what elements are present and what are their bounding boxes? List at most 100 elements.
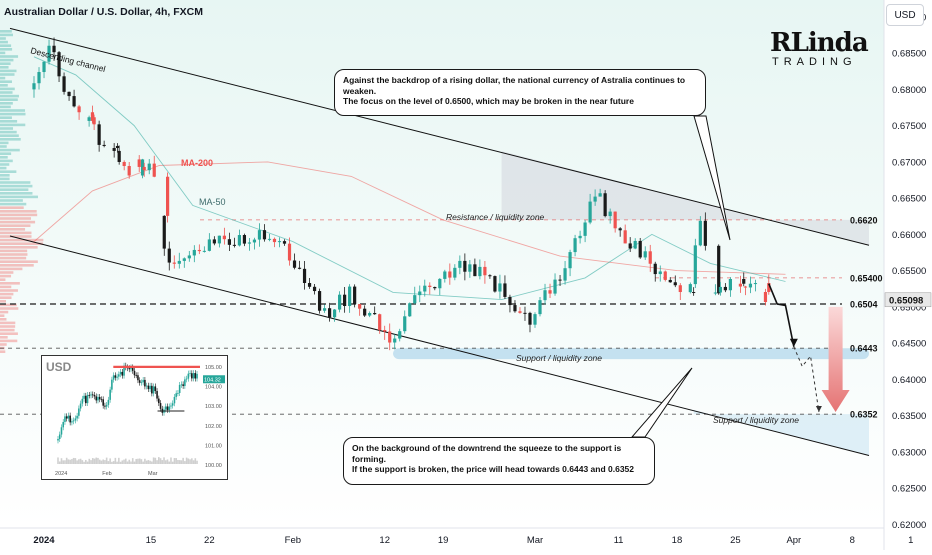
inset-volume-bar	[168, 461, 171, 464]
candle-body	[488, 275, 492, 277]
inset-volume-bar	[97, 457, 99, 464]
inset-volume-bar	[156, 460, 158, 464]
inset-candle-body	[114, 375, 117, 378]
candle-body	[232, 244, 236, 246]
current-price-badge	[884, 292, 932, 308]
candle-body	[152, 163, 156, 177]
inset-volume-bar	[112, 461, 115, 464]
inset-candle-body	[149, 385, 151, 390]
inset-volume-bar	[121, 460, 124, 464]
inset-volume-bar	[72, 457, 75, 464]
currency-button[interactable]: USD	[886, 4, 924, 26]
support-zone-upper	[393, 348, 869, 360]
inset-candle-body	[102, 399, 104, 406]
inset-candle-body	[166, 406, 169, 410]
inset-candle-body	[97, 396, 99, 401]
time-axis-background	[0, 528, 884, 550]
candle-body	[338, 294, 342, 310]
volume-profile-bar	[0, 120, 18, 123]
volume-profile-bar	[0, 159, 13, 163]
inset-candle-body	[177, 393, 179, 394]
inset-volume-bar	[164, 460, 167, 464]
inset-volume-bar	[90, 460, 92, 464]
candle-body	[287, 243, 292, 261]
candle-body	[333, 309, 337, 318]
volume-profile-bar	[0, 177, 10, 181]
inset-volume-bar	[191, 458, 193, 464]
support-zone-lower-label: Support / liquidity zone	[713, 415, 799, 425]
candle-body	[202, 250, 206, 252]
volume-profile-bar	[0, 328, 15, 332]
inset-candle-body	[130, 367, 132, 370]
inset-candle-body	[60, 427, 63, 435]
inset-volume-bar	[178, 460, 181, 464]
candle-body	[272, 238, 277, 243]
volume-profile-bar	[0, 30, 12, 33]
volume-profile-bar	[0, 217, 31, 220]
volume-profile-bar	[0, 350, 6, 353]
inset-volume-bar	[76, 460, 78, 464]
candle-body	[353, 286, 357, 305]
inset-candle-body	[71, 421, 73, 423]
inset-volume-bar	[185, 457, 188, 464]
candle-body	[127, 166, 131, 176]
candle-body	[217, 235, 221, 244]
volume-profile-bar	[0, 267, 23, 271]
inset-y-tick: 102.00	[205, 424, 222, 430]
inset-candle-body	[142, 379, 144, 383]
candle-body	[658, 271, 662, 275]
inset-volume-bar	[116, 461, 118, 464]
inset-candle-body	[185, 378, 188, 380]
inset-candle-body	[78, 408, 80, 416]
x-tick-label: 18	[672, 535, 683, 546]
volume-profile-bar	[0, 102, 13, 105]
inset-volume-bar	[187, 458, 190, 464]
candle-body	[508, 296, 512, 306]
candle-body	[237, 235, 242, 246]
inset-volume-bar	[58, 461, 61, 464]
volume-profile-bar	[0, 300, 7, 303]
inset-candle-body	[133, 370, 136, 376]
level-label-0.6352: 0.6352	[850, 410, 878, 420]
inset-volume-bar	[67, 459, 70, 464]
x-tick-label: 25	[730, 535, 741, 546]
candle-body	[588, 201, 592, 223]
x-tick-label: 12	[379, 535, 390, 546]
inset-volume-bar	[79, 458, 82, 464]
ma200-label: MA-200	[181, 158, 213, 168]
inset-candle-body	[138, 380, 141, 383]
ma50-label: MA-50	[199, 197, 226, 207]
annotation-top: Against the backdrop of a rising dollar,…	[334, 69, 706, 116]
volume-profile-bar	[0, 278, 6, 281]
inset-x-tick: 2024	[55, 471, 67, 477]
inset-candle-body	[144, 379, 146, 387]
moving-average-ma-50	[33, 56, 786, 301]
candle-body	[478, 266, 482, 277]
inset-volume-bar	[109, 458, 111, 464]
volume-profile-bar	[0, 163, 10, 166]
inset-candle-body	[156, 391, 158, 399]
candle-body	[718, 286, 722, 293]
volume-profile-bar	[0, 123, 26, 127]
price-axis-background	[884, 0, 932, 550]
volume-profile-bar	[0, 206, 24, 209]
volume-profile-bar	[0, 271, 14, 274]
candle-body	[593, 196, 597, 202]
volume-profile-bar	[0, 228, 26, 231]
x-tick-label: 22	[204, 535, 215, 546]
forecast-path-secondary	[793, 346, 820, 413]
annotation-bottom-line-1: On the background of the downtrend the s…	[352, 443, 622, 464]
candle-body	[608, 211, 612, 217]
inset-candle-body	[72, 420, 75, 422]
candle-body	[282, 241, 287, 244]
inset-volume-bar	[104, 460, 106, 464]
candle-body	[518, 311, 522, 313]
y-tick-label: 0.65000	[892, 302, 926, 313]
volume-profile-bar	[0, 127, 14, 130]
volume-profile-bar	[0, 336, 8, 339]
volume-profile-bar	[0, 310, 9, 314]
candle-body	[77, 106, 81, 113]
inset-volume-bar	[163, 457, 165, 464]
inset-candle-body	[121, 371, 124, 376]
candle-body	[723, 286, 727, 291]
